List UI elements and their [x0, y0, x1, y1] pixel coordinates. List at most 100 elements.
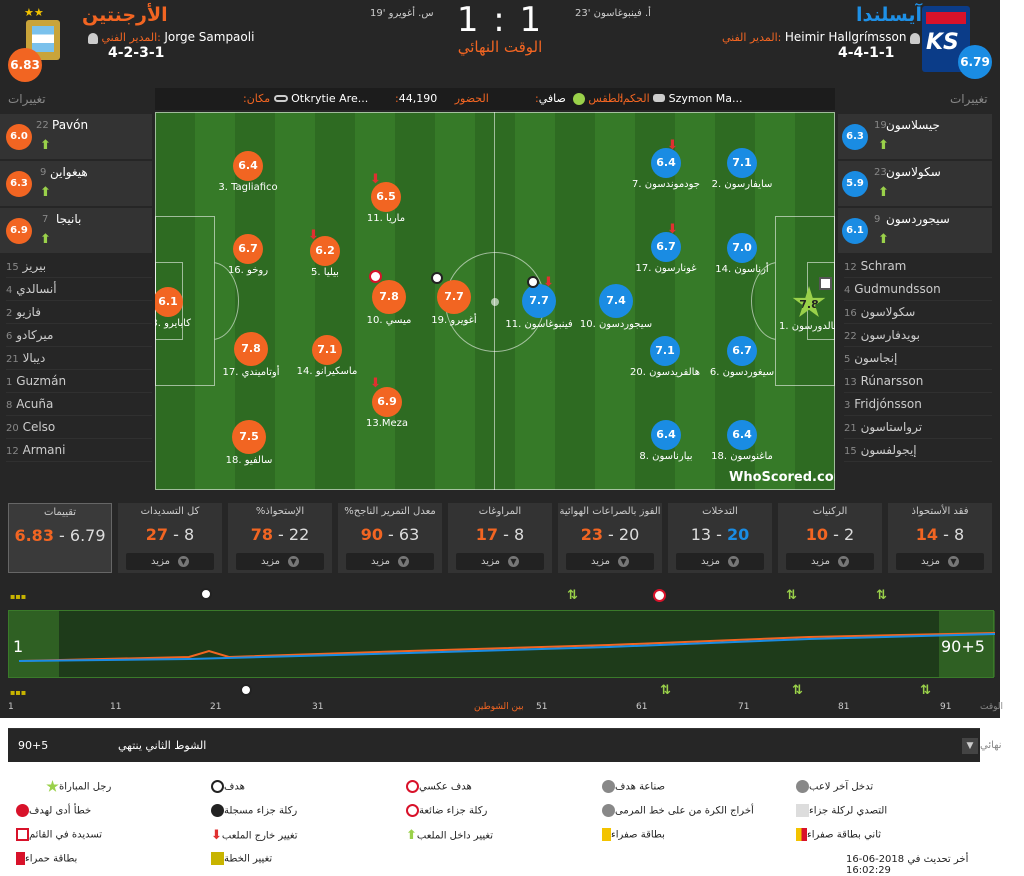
bench-player[interactable]: 16 سكولاسون — [844, 301, 992, 324]
away-player[interactable]: 7.4 10. سيجوردسون — [556, 284, 676, 330]
stat-corners[interactable]: الركنيات 10 - 2 مزيد ▼ — [778, 503, 882, 573]
more-button[interactable]: مزيد ▼ — [896, 553, 984, 570]
home-sub-row[interactable]: 6.9 7 بانيجا ⬆ — [0, 208, 152, 254]
more-button[interactable]: مزيد ▼ — [346, 553, 434, 570]
away-sub-row[interactable]: 6.3 19 جيسلاسون ⬆ — [838, 114, 992, 160]
away-player[interactable]: 7.1 20. هالفريدسون — [605, 336, 725, 378]
bench-player[interactable]: 6 ميركادو — [6, 324, 152, 347]
away-team-rating: 6.79 — [958, 45, 992, 79]
home-player[interactable]: 6.9 13.Meza — [327, 387, 447, 429]
more-button[interactable]: مزيد ▼ — [456, 553, 544, 570]
legend-item: ⬆تغيير داخل الملعب — [406, 828, 493, 843]
bench-player[interactable]: 21 ترواستاسون — [844, 416, 992, 439]
missed-penalty-icon — [653, 589, 666, 602]
legend: رجل المباراة هدف هدف عكسي صناعة هدف تدخل… — [0, 768, 1000, 876]
substitution-icon: ⇅ — [786, 588, 797, 603]
bench-player[interactable]: 1 Guzmán — [6, 370, 152, 393]
home-player[interactable]: 7.5 18. سالفيو — [189, 420, 309, 466]
away-player[interactable]: 7.8 1. هالدورسون — [749, 286, 835, 332]
home-player[interactable]: 6.5 11. ماريا — [326, 182, 446, 224]
away-sub-row[interactable]: 5.9 23 سكولاسون ⬆ — [838, 161, 992, 207]
rating-timeline[interactable]: 1 90+5 — [8, 610, 995, 678]
stat-possession[interactable]: %الإستحواذ 78 - 22 مزيد ▼ — [228, 503, 332, 573]
away-sub-row[interactable]: 6.1 9 سيجوردسون ⬆ — [838, 208, 992, 254]
bench-player[interactable]: 3 Fridjónsson — [844, 393, 992, 416]
chevron-down-icon[interactable]: ▼ — [962, 738, 978, 754]
chevron-down-icon: ▼ — [837, 555, 849, 567]
sub-off-icon: ⬇ — [370, 376, 381, 391]
stat-dispossessed[interactable]: فقد الأستحواذ 14 - 8 مزيد ▼ — [888, 503, 992, 573]
away-player[interactable]: 6.7 17. غونارسون — [606, 232, 726, 274]
more-button[interactable]: مزيد ▼ — [126, 553, 214, 570]
woodwork-icon — [16, 828, 29, 841]
bench-player[interactable]: 22 بويدفارسون — [844, 324, 992, 347]
bench-player[interactable]: 5 إنجاسون — [844, 347, 992, 370]
away-player[interactable]: 7.7 11. فينبوغاسون — [479, 284, 599, 330]
legend-item: التصدي لركلة جزاء — [790, 804, 887, 817]
legend-item: صناعة هدف — [596, 780, 665, 793]
home-player[interactable]: 6.7 16. روخو — [188, 234, 308, 276]
goal-icon — [240, 684, 252, 696]
stat-ratings[interactable]: تقييمات 6.83 - 6.79 — [8, 503, 112, 573]
home-player[interactable]: 7.8 10. ميسي — [329, 280, 449, 326]
more-button[interactable]: مزيد ▼ — [566, 553, 654, 570]
stat-dribbles[interactable]: المراوغات 17 - 8 مزيد ▼ — [448, 503, 552, 573]
period-selector[interactable]: 90+5 الشوط الثاني ينتهي ▼ — [8, 728, 980, 762]
bench-player[interactable]: 2 فازيو — [6, 301, 152, 324]
stat-pass-accuracy[interactable]: %معدل التمرير الناجح 90 - 63 مزيد ▼ — [338, 503, 442, 573]
home-player[interactable]: 7.8 17. أوتاميندي — [191, 332, 311, 378]
stat-aerials[interactable]: الفوز بالصراعات الهوائية 23 - 20 مزيد ▼ — [558, 503, 662, 573]
bench-player[interactable]: 12 Armani — [6, 439, 152, 462]
bench-player[interactable]: 15 إيجولفسون — [844, 439, 992, 462]
legend-item: تغيير الخطة — [205, 852, 272, 865]
stat-shots[interactable]: كل التسديدات 27 - 8 مزيد ▼ — [118, 503, 222, 573]
bench-player[interactable]: 20 Celso — [6, 416, 152, 439]
attendance: :الحضور 44,190 — [395, 92, 489, 105]
error-icon — [16, 804, 29, 817]
away-player[interactable]: 6.7 6. سيغوردسون — [682, 336, 802, 378]
goal-icon — [200, 588, 212, 600]
away-player[interactable]: 6.4 7. جودموندسون — [606, 148, 726, 190]
sub-off-icon: ⬇ — [667, 138, 678, 153]
more-button[interactable]: مزيد ▼ — [786, 553, 874, 570]
formation-change-icon: ▪▪▪ — [10, 592, 27, 601]
bench-player[interactable]: 8 Acuña — [6, 393, 152, 416]
bench-player[interactable]: 21 ديبالا — [6, 347, 152, 370]
sub-on-icon: ⬆ — [878, 185, 889, 200]
away-player[interactable]: 6.4 8. بيارناسون — [606, 420, 726, 462]
sub-off-icon: ⬇ — [667, 222, 678, 237]
home-team-name[interactable]: الأرجنتين — [82, 4, 168, 26]
stat-tackles[interactable]: التدخلات 13 - 20 مزيد ▼ — [668, 503, 772, 573]
timeline-tick: بين الشوطين — [474, 702, 524, 712]
timeline-start-label: 1 — [13, 637, 24, 656]
pitch: 6.4 3. Tagliafico 6.5 11. ماريا 6.7 16. روخ… — [155, 112, 835, 490]
home-sub-row[interactable]: 6.3 9 هيغواين ⬆ — [0, 161, 152, 207]
bench-player[interactable]: 13 Rúnarsson — [844, 370, 992, 393]
bench-player[interactable]: 4 Gudmundsson — [844, 278, 992, 301]
bench-player[interactable]: 12 Schram — [844, 255, 992, 278]
clearance-icon — [602, 804, 615, 817]
home-manager: المدير الفني: Jorge Sampaoli — [88, 30, 254, 44]
sub-off-icon: ⬇ — [308, 228, 319, 243]
bench-player[interactable]: 4 أنسالدي — [6, 278, 152, 301]
assist-icon — [602, 780, 615, 793]
away-player[interactable]: 6.4 18. ماغنوسون — [682, 420, 802, 462]
whoscored-logo: WhoScored.com — [729, 470, 835, 485]
sub-on-icon: ⬆ — [40, 185, 51, 200]
bench-player[interactable]: 15 بيريز — [6, 255, 152, 278]
home-player[interactable]: 6.123. كابايرو — [155, 287, 228, 329]
away-goal-event: أ. فينبوغاسون '23 — [575, 8, 651, 19]
away-team-name[interactable]: آيسلندا — [856, 4, 922, 26]
home-player[interactable]: 6.4 3. Tagliafico — [188, 151, 308, 193]
more-button[interactable]: مزيد ▼ — [236, 553, 324, 570]
away-player[interactable]: 7.0 14. أرناسون — [682, 233, 802, 275]
home-player[interactable]: 7.7 19. أغويرو — [394, 280, 514, 326]
sub-on-icon: ⬆ — [878, 232, 889, 247]
home-sub-row[interactable]: 6.0 22 Pavón ⬆ — [0, 114, 152, 160]
more-button[interactable]: مزيد ▼ — [676, 553, 764, 570]
away-player[interactable]: 7.1 2. سايفارسون — [682, 148, 802, 190]
rating-lines — [18, 632, 995, 662]
legend-item: ركلة جزاء مسجلة — [205, 804, 297, 817]
home-player[interactable]: 6.2 5. بيليا — [265, 236, 385, 278]
home-player[interactable]: 7.1 14. ماسكيرانو — [267, 335, 387, 377]
